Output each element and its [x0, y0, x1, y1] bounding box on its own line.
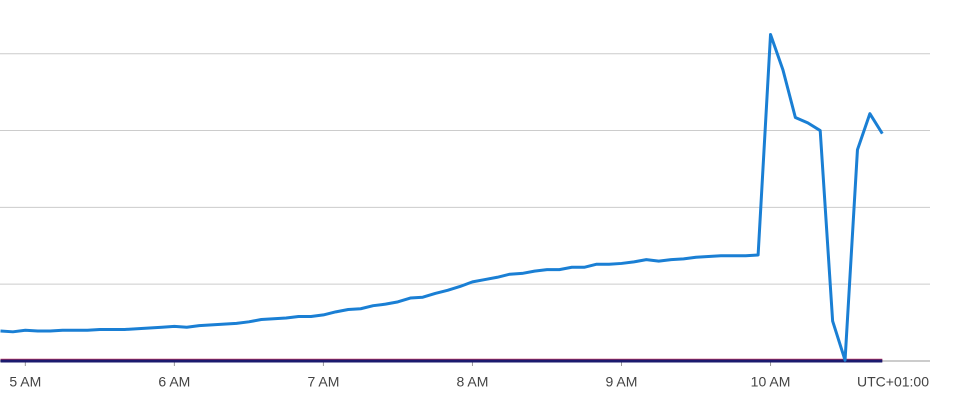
x-tick-label: 10 AM: [751, 374, 791, 390]
x-tick-label: 9 AM: [606, 374, 638, 390]
timezone-label: UTC+01:00: [857, 374, 929, 390]
x-tick-label: 5 AM: [9, 374, 41, 390]
series-line: [0, 33, 884, 362]
x-tick-label: 8 AM: [456, 374, 488, 390]
x-tick-label: 6 AM: [158, 374, 190, 390]
x-tick-label: 7 AM: [307, 374, 339, 390]
